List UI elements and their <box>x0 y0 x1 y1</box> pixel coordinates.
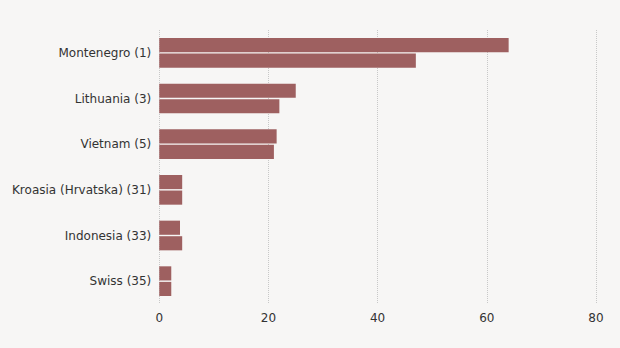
svg-text:Montenegro (1): Montenegro (1) <box>58 46 151 60</box>
svg-text:Swiss (35): Swiss (35) <box>90 274 152 288</box>
svg-text:Vietnam (5): Vietnam (5) <box>80 137 151 151</box>
svg-text:Indonesia (33): Indonesia (33) <box>65 229 151 243</box>
svg-text:40: 40 <box>370 311 385 325</box>
svg-text:Lithuania (3): Lithuania (3) <box>75 92 151 106</box>
svg-text:60: 60 <box>479 311 494 325</box>
svg-text:Kroasia (Hrvatska) (31): Kroasia (Hrvatska) (31) <box>12 183 151 197</box>
svg-text:80: 80 <box>588 311 603 325</box>
svg-text:20: 20 <box>261 311 276 325</box>
svg-text:0: 0 <box>155 311 163 325</box>
